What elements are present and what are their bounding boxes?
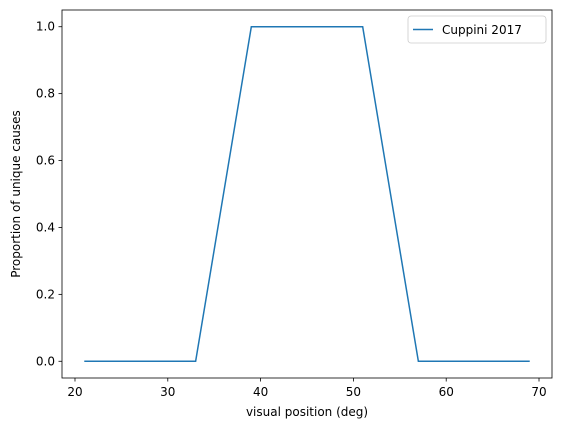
x-tick-label: 40	[253, 385, 268, 399]
x-tick-label: 30	[160, 385, 175, 399]
y-tick-label: 0.8	[36, 87, 55, 101]
x-axis: 20 30 40 50 60 70	[67, 378, 547, 399]
y-tick-label: 0.0	[36, 354, 55, 368]
legend-box	[407, 15, 547, 44]
y-tick-label: 0.2	[36, 287, 55, 301]
x-tick-label: 60	[439, 385, 454, 399]
legend: Cuppini 2017	[407, 15, 547, 44]
series-layer	[84, 25, 530, 363]
y-tick-label: 1.0	[36, 20, 55, 34]
plot-frame	[61, 9, 553, 379]
y-axis: 0.0 0.2 0.4 0.6 0.8 1.0	[36, 20, 62, 368]
x-tick-label: 70	[531, 385, 546, 399]
legend-entry: Cuppini 2017	[442, 23, 522, 37]
x-axis-label: visual position (deg)	[246, 405, 368, 419]
y-tick-label: 0.4	[36, 220, 55, 234]
y-axis-label: Proportion of unique causes	[9, 110, 23, 278]
x-tick-label: 50	[346, 385, 361, 399]
series-line-0	[84, 25, 530, 363]
y-tick-label: 0.6	[36, 154, 55, 168]
x-tick-label: 20	[67, 385, 82, 399]
